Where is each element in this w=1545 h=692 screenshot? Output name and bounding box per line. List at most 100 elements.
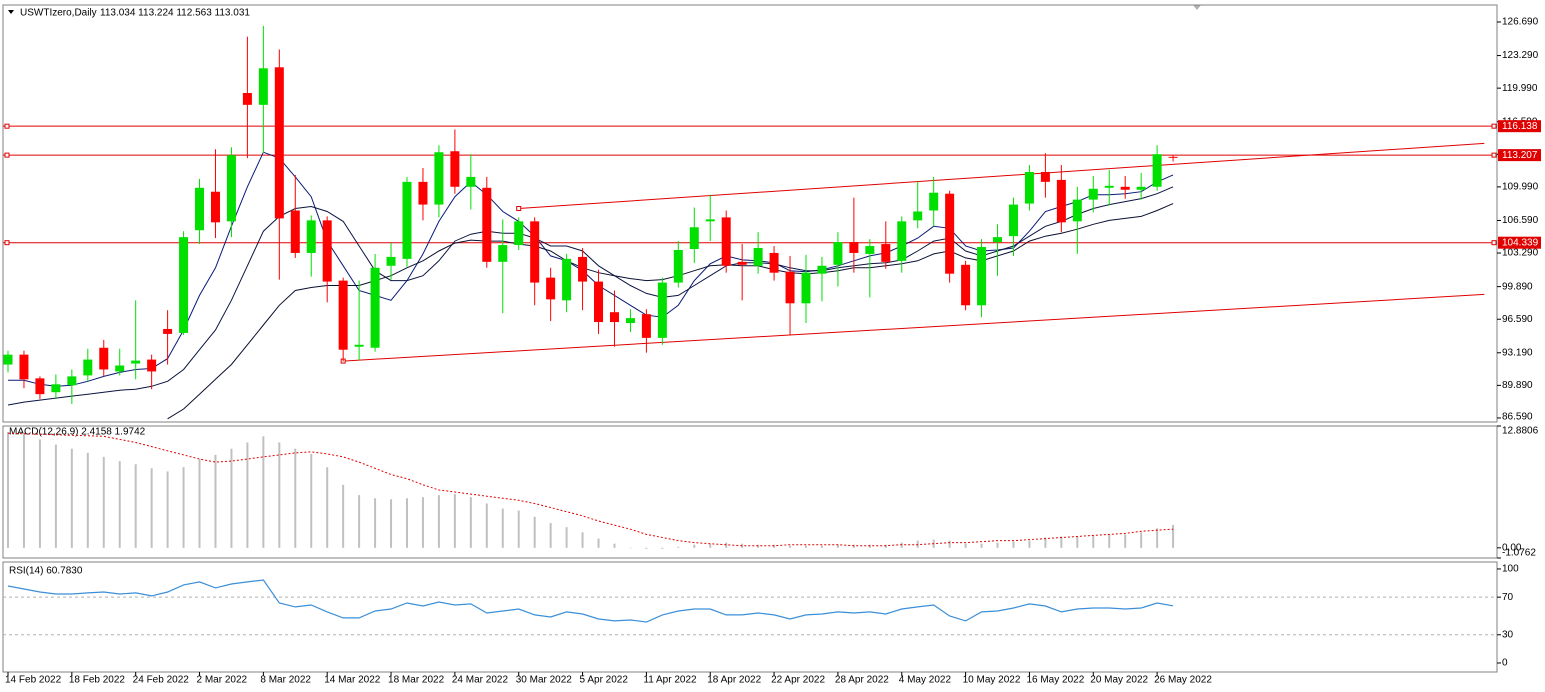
trend-line: [518, 142, 1485, 210]
macd-bar: [533, 516, 536, 548]
macd-bar: [709, 543, 712, 548]
pane-frame: [2, 4, 1498, 423]
candle-body: [897, 221, 907, 261]
macd-bar: [421, 497, 424, 548]
candle-body: [961, 264, 971, 306]
macd-bar: [789, 545, 792, 548]
candle-body: [434, 152, 444, 205]
level-anchor: [4, 240, 10, 246]
candle-body: [83, 359, 93, 376]
y-tick-label: 96.590: [1502, 314, 1533, 325]
level-anchor: [1491, 123, 1497, 129]
macd-bar: [390, 499, 393, 548]
candle-body: [402, 181, 412, 259]
candle-body: [466, 176, 476, 187]
level-label-bg: [1498, 236, 1541, 249]
x-tick-label: 8 Mar 2022: [260, 675, 311, 686]
macd-bar: [597, 538, 600, 548]
y-tick-label: 86.590: [1502, 412, 1533, 423]
macd-bar: [820, 545, 823, 548]
y-tick-label: 103.290: [1502, 248, 1539, 259]
candle-body: [19, 354, 29, 380]
x-tick-label: 4 May 2022: [899, 675, 952, 686]
macd-bar: [166, 471, 169, 548]
candle-body: [242, 92, 252, 105]
macd-bar: [725, 542, 728, 548]
x-tick-label: 24 Feb 2022: [133, 675, 190, 686]
macd-bar: [996, 542, 999, 548]
macd-bar: [1156, 528, 1159, 548]
macd-bar: [134, 464, 137, 548]
macd-bar: [852, 544, 855, 548]
level-label-bg: [1498, 149, 1541, 162]
macd-bar: [868, 544, 871, 548]
y-tick-label: 109.990: [1502, 182, 1539, 193]
macd-bar: [661, 547, 664, 549]
candle-body: [1152, 154, 1162, 187]
macd-bar: [1124, 534, 1127, 548]
candle-body: [147, 359, 157, 372]
candle-body: [274, 67, 284, 219]
candle-body: [258, 68, 268, 105]
macd-bar: [501, 508, 504, 548]
y-tick-label: 123.290: [1502, 50, 1539, 61]
candle-body: [562, 258, 572, 301]
macd-bar: [469, 497, 472, 548]
x-tick-label: 20 May 2022: [1090, 675, 1148, 686]
macd-bar: [22, 433, 25, 548]
macd-bar: [645, 547, 648, 549]
candle-body: [657, 282, 667, 338]
y-tick-label: -1.0762: [1502, 548, 1536, 559]
macd-bar: [773, 544, 776, 548]
macd-bar: [182, 467, 185, 548]
x-tick-label: 24 Mar 2022: [452, 675, 509, 686]
macd-bar: [677, 546, 680, 548]
y-tick-label: 93.190: [1502, 347, 1533, 358]
macd-bar: [1092, 535, 1095, 548]
candle-body: [99, 347, 109, 370]
macd-bar: [900, 542, 903, 548]
x-tick-label: 10 May 2022: [963, 675, 1021, 686]
candle-body: [51, 384, 61, 393]
macd-bar: [565, 527, 568, 548]
macd-bar: [980, 543, 983, 548]
macd-bar: [629, 547, 632, 549]
level-label: 113.207: [1502, 150, 1538, 161]
candle-body: [418, 181, 428, 205]
macd-bar: [406, 498, 408, 548]
x-tick-label: 22 Apr 2022: [771, 675, 825, 686]
moving-average: [167, 203, 1174, 420]
candle-body: [354, 344, 364, 347]
x-tick-label: 26 May 2022: [1154, 675, 1212, 686]
macd-bar: [326, 467, 329, 548]
candle-body: [370, 267, 380, 348]
x-tick-label: 14 Mar 2022: [324, 675, 381, 686]
x-tick-label: 5 Apr 2022: [580, 675, 629, 686]
level-label: 104.339: [1502, 237, 1539, 248]
x-tick-label: 18 Feb 2022: [69, 675, 126, 686]
chart-title: USWTIzero,Daily: [20, 8, 97, 19]
macd-bar: [1012, 541, 1015, 548]
candle-body: [386, 256, 396, 266]
macd-bar: [964, 543, 967, 548]
macd-bar: [884, 544, 887, 548]
x-tick-label: 18 Apr 2022: [707, 675, 761, 686]
candle-body: [705, 219, 715, 222]
candle-body: [210, 191, 220, 223]
candle-body: [306, 220, 316, 253]
y-tick-label: 30: [1502, 629, 1514, 640]
candle-body: [546, 277, 556, 300]
macd-bar: [836, 544, 839, 548]
level-anchor: [1491, 240, 1497, 246]
macd-bar: [549, 523, 552, 548]
x-tick-label: 14 Feb 2022: [5, 675, 62, 686]
candle-body: [338, 280, 348, 350]
x-tick-label: 30 Mar 2022: [516, 675, 573, 686]
macd-bar: [1044, 537, 1047, 548]
y-tick-label: 126.690: [1502, 17, 1539, 28]
macd-title: MACD(12,26,9) 2.4158 1.9742: [9, 427, 146, 438]
candle-body: [1024, 171, 1034, 204]
macd-bar: [38, 439, 41, 548]
macd-bar: [1108, 534, 1111, 548]
candle-body: [625, 318, 635, 324]
